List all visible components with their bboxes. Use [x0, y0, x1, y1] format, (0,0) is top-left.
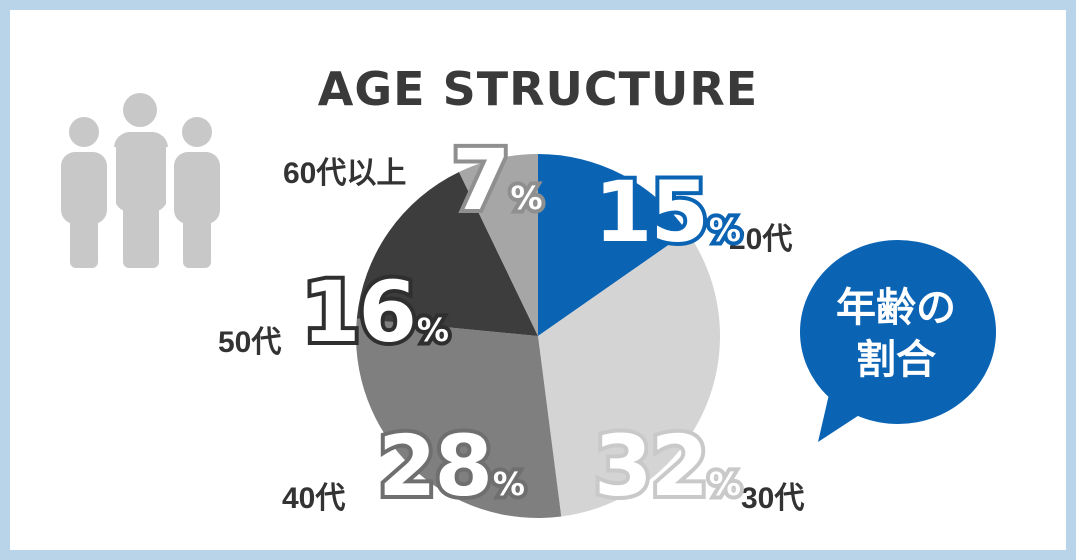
percent-label-30s: 32%	[590, 417, 745, 515]
percent-label-20s: 15%	[590, 163, 745, 261]
pie-slice-30s	[538, 231, 721, 517]
speech-bubble-text: 年齢の 割合	[816, 282, 976, 386]
speech-bubble-line-2: 割合	[856, 337, 936, 383]
percent-label-40s: 28%	[374, 417, 529, 515]
category-label-60s-plus: 60代以上	[283, 157, 407, 190]
percent-label-50s: 16%	[298, 263, 453, 361]
people-icon	[61, 93, 220, 268]
category-label-30s: 30代	[741, 482, 805, 515]
percent-label-60s-plus: 7%	[448, 131, 547, 229]
category-label-50s: 50代	[218, 326, 282, 359]
speech-bubble	[800, 240, 996, 442]
pie-slice-50s	[356, 172, 538, 336]
pie-slice-60s-plus	[459, 154, 538, 336]
pie-slice-20s	[538, 154, 688, 336]
chart-title: AGE STRUCTURE	[317, 62, 759, 116]
speech-bubble-line-1: 年齢の	[836, 285, 956, 331]
category-label-40s: 40代	[282, 482, 346, 515]
category-label-20s: 20代	[729, 223, 793, 256]
pie-slice-40s	[355, 318, 562, 518]
